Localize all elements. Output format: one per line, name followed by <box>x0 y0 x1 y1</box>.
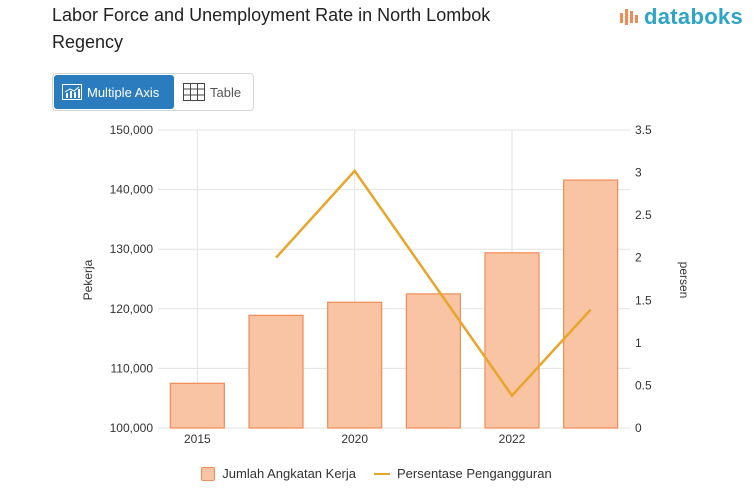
legend-swatch-bar <box>201 466 216 481</box>
legend-item-labor-force[interactable]: Jumlah Angkatan Kerja <box>201 466 356 481</box>
multiple-axis-label: Multiple Axis <box>87 84 160 100</box>
grid-lines <box>158 129 630 429</box>
right-tick-label: 1.5 <box>635 293 652 307</box>
bar-2020 <box>327 301 383 429</box>
legend-label-labor-force: Jumlah Angkatan Kerja <box>222 466 356 481</box>
left-tick-label: 130,000 <box>110 242 154 256</box>
view-toggle: Multiple Axis Table <box>52 73 254 111</box>
legend-swatch-line <box>374 472 390 475</box>
left-tick-label: 120,000 <box>110 302 154 316</box>
multiple-axis-tab[interactable]: Multiple Axis <box>54 75 174 109</box>
x-tick-label: 2015 <box>184 432 211 446</box>
right-tick-label: 1 <box>635 336 642 350</box>
chart-title: Labor Force and Unemployment Rate in Nor… <box>52 5 491 52</box>
databoks-logo[interactable]: databoks <box>618 4 743 30</box>
right-tick-label: 2 <box>635 251 642 265</box>
legend-item-unemployment[interactable]: Persentase Pengangguran <box>374 466 552 481</box>
right-axis-title: persen <box>677 262 691 299</box>
bar-2021 <box>405 293 461 429</box>
bar-2018 <box>248 314 304 429</box>
legend-label-unemployment: Persentase Pengangguran <box>397 466 552 481</box>
bar-2022 <box>484 252 540 429</box>
line-series <box>275 168 592 398</box>
x-tick-label: 2020 <box>341 432 368 446</box>
right-tick-label: 3 <box>635 166 642 180</box>
table-icon <box>183 83 205 101</box>
right-tick-label: 3.5 <box>635 123 652 137</box>
unemployment-line <box>275 168 592 398</box>
right-y-axis: 0 0.5 1 1.5 2 2.5 3 3.5 <box>635 123 652 435</box>
right-tick-label: 0 <box>635 421 642 435</box>
databoks-logo-text: databoks <box>644 4 743 29</box>
right-tick-label: 2.5 <box>635 208 652 222</box>
left-tick-label: 110,000 <box>111 361 154 375</box>
left-axis-title: Pekerja <box>81 259 95 300</box>
left-tick-label: 140,000 <box>110 183 154 197</box>
table-tab[interactable]: Table <box>175 74 249 110</box>
x-tick-label: 2022 <box>499 432 526 446</box>
left-tick-label: 150,000 <box>110 123 154 137</box>
bar-series <box>169 179 619 429</box>
legend: Jumlah Angkatan Kerja Persentase Pengang… <box>0 466 753 481</box>
left-tick-label: 100,000 <box>110 421 154 435</box>
right-tick-label: 0.5 <box>635 378 652 392</box>
bar-2023 <box>563 179 619 429</box>
chart-icon <box>62 84 82 100</box>
table-label: Table <box>210 84 242 100</box>
x-axis: 2015 2020 2022 <box>184 432 526 446</box>
databoks-logo-icon <box>620 9 639 25</box>
bar-2015 <box>169 382 225 429</box>
left-y-axis: 100,000 110,000 120,000 130,000 140,000 150,0… <box>110 123 154 435</box>
